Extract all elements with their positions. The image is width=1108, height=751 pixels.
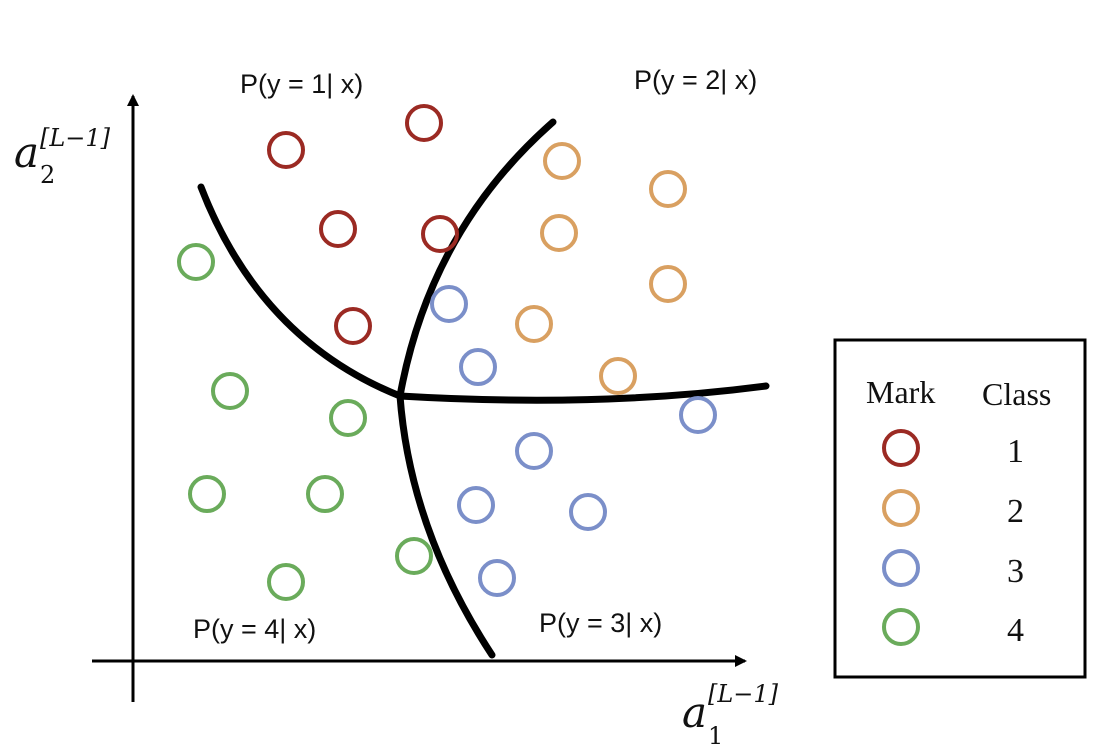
data-point-class-4 [211,372,249,410]
region-label-class-4: P(y = 4| x) [193,614,316,644]
data-point-class-3 [515,432,553,470]
x-axis-superscript: [L−1] [708,680,779,708]
data-point-class-4 [177,243,215,281]
boundary-curve-bottom [396,392,496,659]
y-axis-label: a [L−1] 2 [14,124,111,189]
data-points [177,104,717,601]
region-label-class-2: P(y = 2| x) [634,65,757,95]
y-axis-superscript: [L−1] [40,124,111,152]
data-point-class-3 [457,486,495,524]
data-point-class-4 [188,475,226,513]
legend-mark-class-1 [882,429,920,467]
legend-box [833,338,1087,679]
data-point-class-1 [405,104,443,142]
boundary-curve-top [396,118,557,400]
data-point-class-1 [319,210,357,248]
data-point-class-1 [421,215,459,253]
x-axis-subscript: 1 [708,722,723,750]
data-point-class-2 [540,214,578,252]
legend: Mark Class 1 2 3 4 [833,338,1087,679]
data-point-class-3 [459,348,497,386]
legend-mark-class-3 [882,549,920,587]
data-point-class-1 [334,307,372,345]
decision-boundaries [197,118,770,659]
data-point-class-1 [267,131,305,169]
region-label-class-3: P(y = 3| x) [539,608,662,638]
x-axis-label: a [L−1] 1 [682,680,779,750]
y-axis-subscript: 2 [40,161,55,189]
data-point-class-2 [515,305,553,343]
data-point-class-4 [306,475,344,513]
data-point-class-3 [569,493,607,531]
data-point-class-4 [329,399,367,437]
data-point-class-4 [395,537,433,575]
y-axis-symbol: a [14,128,39,177]
x-axis-symbol: a [682,688,707,737]
data-point-class-3 [478,559,516,597]
data-point-class-3 [679,396,717,434]
boundary-curve-left [197,183,404,400]
legend-mark-class-4 [882,608,920,646]
legend-class-2-value: 2 [1007,493,1024,530]
legend-class-header: Class [982,376,1051,412]
data-point-class-4 [267,563,305,601]
data-point-class-2 [649,265,687,303]
data-point-class-2 [649,170,687,208]
legend-mark-header: Mark [866,374,935,410]
legend-class-1-value: 1 [1007,433,1024,470]
legend-mark-class-2 [882,489,920,527]
legend-class-4-value: 4 [1007,612,1024,649]
legend-class-3-value: 3 [1007,553,1024,590]
data-point-class-2 [543,142,581,180]
data-point-class-2 [599,357,637,395]
data-point-class-3 [430,285,468,323]
region-label-class-1: P(y = 1| x) [240,69,363,99]
boundary-curve-right [396,382,770,404]
